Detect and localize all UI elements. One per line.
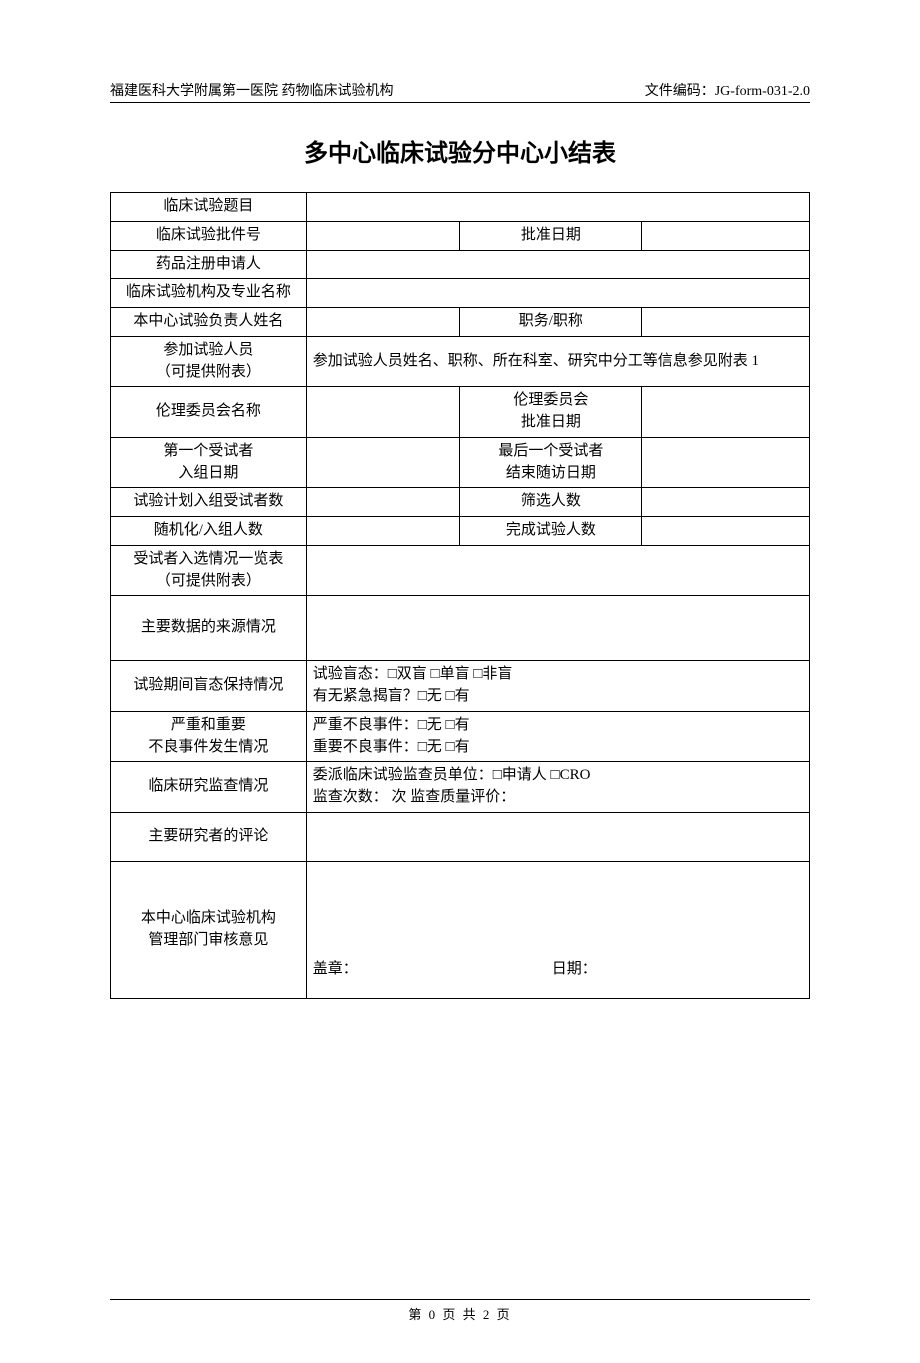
value-ethics[interactable]	[306, 387, 460, 438]
row-institution: 临床试验机构及专业名称	[111, 279, 810, 308]
label-staff: 参加试验人员（可提供附表）	[111, 336, 307, 387]
row-monitoring: 临床研究监查情况 委派临床试验监查员单位：□申请人 □CRO监查次数： 次 监查…	[111, 762, 810, 813]
row-data-source: 主要数据的来源情况	[111, 596, 810, 661]
summary-form-table: 临床试验题目 临床试验批件号 批准日期 药品注册申请人 临床试验机构及专业名称 …	[110, 192, 810, 999]
row-pi: 本中心试验负责人姓名 职务/职称	[111, 308, 810, 337]
label-randomized-n: 随机化/入组人数	[111, 517, 307, 546]
value-approval-date[interactable]	[642, 221, 810, 250]
label-blinding: 试验期间盲态保持情况	[111, 661, 307, 712]
header-right: 文件编码：JG-form-031-2.0	[645, 80, 810, 100]
row-institution-review: 本中心临床试验机构管理部门审核意见 盖章： 日期：	[111, 861, 810, 998]
value-first-subject[interactable]	[306, 437, 460, 488]
page-title: 多中心临床试验分中心小结表	[110, 133, 810, 168]
row-staff: 参加试验人员（可提供附表） 参加试验人员姓名、职称、所在科室、研究中分工等信息参…	[111, 336, 810, 387]
value-applicant[interactable]	[306, 250, 809, 279]
label-screened-n: 筛选人数	[460, 488, 642, 517]
label-ethics-date: 伦理委员会批准日期	[460, 387, 642, 438]
label-completed-n: 完成试验人数	[460, 517, 642, 546]
value-staff: 参加试验人员姓名、职称、所在科室、研究中分工等信息参见附表 1	[306, 336, 809, 387]
label-ethics: 伦理委员会名称	[111, 387, 307, 438]
value-completed-n[interactable]	[642, 517, 810, 546]
row-ethics: 伦理委员会名称 伦理委员会批准日期	[111, 387, 810, 438]
page: 福建医科大学附属第一医院 药物临床试验机构 文件编码：JG-form-031-2…	[0, 0, 920, 1363]
value-data-source[interactable]	[306, 596, 809, 661]
row-planned-subjects: 试验计划入组受试者数 筛选人数	[111, 488, 810, 517]
label-institution: 临床试验机构及专业名称	[111, 279, 307, 308]
value-blinding[interactable]: 试验盲态：□双盲 □单盲 □非盲有无紧急揭盲？□无 □有	[306, 661, 809, 712]
value-pi[interactable]	[306, 308, 460, 337]
label-pi: 本中心试验负责人姓名	[111, 308, 307, 337]
value-approval-no[interactable]	[306, 221, 460, 250]
value-planned-n[interactable]	[306, 488, 460, 517]
label-monitoring: 临床研究监查情况	[111, 762, 307, 813]
label-approval-date: 批准日期	[460, 221, 642, 250]
row-blinding: 试验期间盲态保持情况 试验盲态：□双盲 □单盲 □非盲有无紧急揭盲？□无 □有	[111, 661, 810, 712]
row-randomized: 随机化/入组人数 完成试验人数	[111, 517, 810, 546]
seal-label: 盖章：	[313, 959, 548, 981]
row-trial-title: 临床试验题目	[111, 193, 810, 222]
value-randomized-n[interactable]	[306, 517, 460, 546]
value-enrollment-list[interactable]	[306, 545, 809, 596]
row-enrollment-list: 受试者入选情况一览表（可提供附表）	[111, 545, 810, 596]
label-pi-comments: 主要研究者的评论	[111, 812, 307, 861]
row-ae: 严重和重要不良事件发生情况 严重不良事件：□无 □有重要不良事件：□无 □有	[111, 711, 810, 762]
label-applicant: 药品注册申请人	[111, 250, 307, 279]
row-applicant: 药品注册申请人	[111, 250, 810, 279]
label-planned-n: 试验计划入组受试者数	[111, 488, 307, 517]
page-header: 福建医科大学附属第一医院 药物临床试验机构 文件编码：JG-form-031-2…	[110, 80, 810, 103]
label-ae: 严重和重要不良事件发生情况	[111, 711, 307, 762]
label-data-source: 主要数据的来源情况	[111, 596, 307, 661]
value-ethics-date[interactable]	[642, 387, 810, 438]
value-last-subject[interactable]	[642, 437, 810, 488]
value-pi-comments[interactable]	[306, 812, 809, 861]
row-pi-comments: 主要研究者的评论	[111, 812, 810, 861]
header-left: 福建医科大学附属第一医院 药物临床试验机构	[110, 80, 394, 100]
label-first-subject: 第一个受试者入组日期	[111, 437, 307, 488]
row-approval-no: 临床试验批件号 批准日期	[111, 221, 810, 250]
value-ae[interactable]: 严重不良事件：□无 □有重要不良事件：□无 □有	[306, 711, 809, 762]
row-subject-dates: 第一个受试者入组日期 最后一个受试者结束随访日期	[111, 437, 810, 488]
value-pi-title[interactable]	[642, 308, 810, 337]
label-pi-title: 职务/职称	[460, 308, 642, 337]
label-approval-no: 临床试验批件号	[111, 221, 307, 250]
label-trial-title: 临床试验题目	[111, 193, 307, 222]
label-institution-review: 本中心临床试验机构管理部门审核意见	[111, 861, 307, 998]
value-institution-review[interactable]: 盖章： 日期：	[306, 861, 809, 998]
date-label: 日期：	[552, 959, 597, 981]
value-screened-n[interactable]	[642, 488, 810, 517]
page-footer: 第 0 页 共 2 页	[110, 1299, 810, 1323]
value-institution[interactable]	[306, 279, 809, 308]
label-enrollment-list: 受试者入选情况一览表（可提供附表）	[111, 545, 307, 596]
label-last-subject: 最后一个受试者结束随访日期	[460, 437, 642, 488]
value-trial-title[interactable]	[306, 193, 809, 222]
value-monitoring[interactable]: 委派临床试验监查员单位：□申请人 □CRO监查次数： 次 监查质量评价：	[306, 762, 809, 813]
